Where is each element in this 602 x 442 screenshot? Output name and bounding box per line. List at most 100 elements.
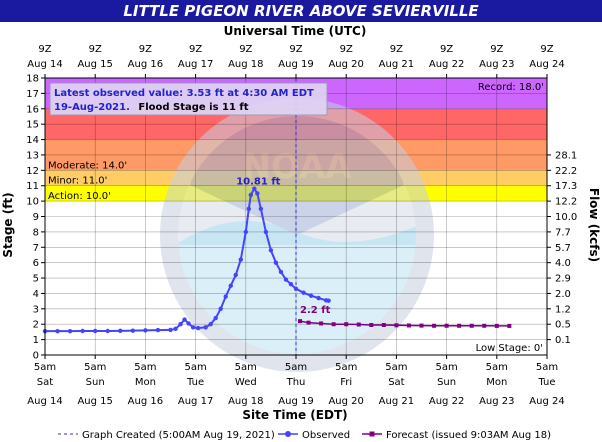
stage-tick-label: 18 — [26, 74, 39, 85]
site-tick-date: Aug 15 — [77, 396, 112, 407]
site-tick-time: 5am — [335, 362, 357, 373]
info-line-2-date: 19-Aug-2021. — [54, 102, 130, 113]
utc-tick-time: 9Z — [540, 44, 553, 55]
forecast-start-label: 2.2 ft — [300, 305, 331, 316]
observed-point — [308, 293, 314, 298]
utc-tick-time: 9Z — [289, 44, 302, 55]
right-axis-title: Flow (kcfs) — [587, 188, 601, 262]
utc-tick-time: 9Z — [239, 44, 252, 55]
top-axis-title: Universal Time (UTC) — [224, 24, 367, 38]
observed-series-points — [42, 186, 331, 334]
band-label-action: Action: 10.0' — [48, 191, 111, 202]
site-tick-time: 5am — [385, 362, 407, 373]
observed-point — [301, 290, 306, 295]
utc-tick-date: Aug 24 — [529, 59, 564, 70]
flood-category-labels: Record: 18.0' Moderate: 14.0' Minor: 11.0'… — [48, 82, 544, 202]
observed-point — [243, 229, 248, 235]
site-tick-time: 5am — [486, 362, 508, 373]
flow-tick-label: 28.1 — [555, 150, 577, 161]
site-tick-date: Aug 23 — [479, 396, 514, 407]
site-tick-date: Aug 18 — [228, 396, 263, 407]
info-line-2: 19-Aug-2021. Flood Stage is 11 ft — [54, 102, 249, 113]
forecast-point — [344, 322, 349, 327]
stage-tick-label: 0 — [33, 351, 39, 362]
utc-tick-time: 9Z — [340, 44, 353, 55]
observed-point — [246, 206, 252, 212]
observed-point — [238, 257, 243, 262]
flow-tick-label: 12.2 — [555, 197, 577, 208]
stage-tick-label: 11 — [26, 181, 39, 192]
stage-tick-label: 6 — [33, 258, 39, 269]
flow-tick-label: 17.3 — [555, 181, 577, 192]
site-tick-day: Sun — [86, 377, 105, 388]
site-tick-time: 5am — [536, 362, 558, 373]
site-tick-date: Aug 21 — [379, 396, 414, 407]
forecast-point — [381, 322, 386, 327]
flow-tick-label: 22.2 — [555, 166, 577, 177]
site-tick-day: Mon — [486, 377, 507, 388]
site-tick-date: Aug 24 — [529, 396, 564, 407]
utc-tick-time: 9Z — [490, 44, 503, 55]
peak-label: 10.81 ft — [236, 177, 280, 188]
observed-point — [273, 260, 279, 265]
stage-tick-label: 10 — [26, 197, 39, 208]
site-tick-date: Aug 22 — [429, 396, 464, 407]
observed-point — [155, 327, 161, 333]
stage-tick-label: 7 — [33, 243, 39, 254]
utc-tick-date: Aug 19 — [278, 59, 313, 70]
utc-tick-date: Aug 15 — [77, 59, 112, 70]
forecast-point — [369, 322, 374, 327]
utc-tick-time: 9Z — [139, 44, 152, 55]
observed-point — [55, 328, 60, 334]
site-time-axis-ticks: 5am Sat Aug 14 5am Sun Aug 15 5am Mon Aug 16 5am T… — [27, 355, 565, 407]
utc-tick-date: Aug 16 — [128, 59, 163, 70]
utc-tick-time: 9Z — [390, 44, 403, 55]
site-tick-time: 5am — [435, 362, 457, 373]
forecast-point — [432, 323, 437, 328]
utc-tick-date: Aug 14 — [27, 59, 62, 70]
flow-tick-label: 2.0 — [555, 289, 571, 300]
observed-point — [93, 328, 98, 334]
band-label-record: Record: 18.0' — [478, 82, 544, 93]
flow-tick-label: 7.7 — [555, 227, 571, 238]
plot-area: NOAA Record: 18.0' Moderate: 14.0' Minor: … — [42, 77, 548, 372]
left-axis-title: Stage (ft) — [1, 192, 15, 257]
observed-point — [195, 325, 201, 331]
observed-point — [218, 306, 223, 312]
stage-tick-label: 5 — [33, 274, 39, 285]
site-tick-day: Tue — [537, 377, 555, 388]
site-tick-day: Wed — [235, 377, 257, 388]
stage-tick-label: 8 — [33, 227, 39, 238]
forecast-point — [406, 323, 411, 328]
flow-tick-label: 10.0 — [555, 212, 577, 223]
stage-tick-label: 13 — [26, 150, 39, 161]
observed-point — [233, 272, 238, 278]
legend-observed-marker — [285, 431, 291, 437]
stage-tick-label: 15 — [26, 120, 39, 131]
flow-tick-label: 2.9 — [555, 274, 571, 285]
site-tick-date: Aug 19 — [278, 396, 313, 407]
stage-tick-label: 3 — [33, 304, 39, 315]
stage-tick-label: 1 — [33, 335, 39, 346]
forecast-point — [331, 322, 336, 327]
forecast-point — [394, 323, 399, 328]
site-tick-day: Fri — [340, 377, 352, 388]
low-stage-label: Low Stage: 0' — [476, 343, 543, 354]
bottom-axis-title: Site Time (EDT) — [242, 408, 347, 422]
site-tick-date: Aug 14 — [27, 396, 62, 407]
observed-point — [186, 321, 191, 326]
site-tick-date: Aug 16 — [128, 396, 163, 407]
stage-tick-label: 16 — [26, 104, 39, 115]
site-tick-day: Sat — [37, 377, 53, 388]
legend-created-label: Graph Created (5:00AM Aug 19, 2021) — [82, 430, 275, 441]
flow-tick-label: 0.1 — [555, 335, 571, 346]
forecast-point — [457, 323, 462, 328]
observed-point — [130, 328, 136, 333]
utc-tick-date: Aug 18 — [228, 59, 263, 70]
legend-forecast-label: Forecast (issued 9:03AM Aug 18) — [386, 430, 551, 441]
observed-point — [203, 325, 208, 330]
observed-point — [283, 277, 289, 282]
info-box-bg — [49, 82, 328, 116]
info-line-2-rest: Flood Stage is 11 ft — [138, 102, 248, 113]
